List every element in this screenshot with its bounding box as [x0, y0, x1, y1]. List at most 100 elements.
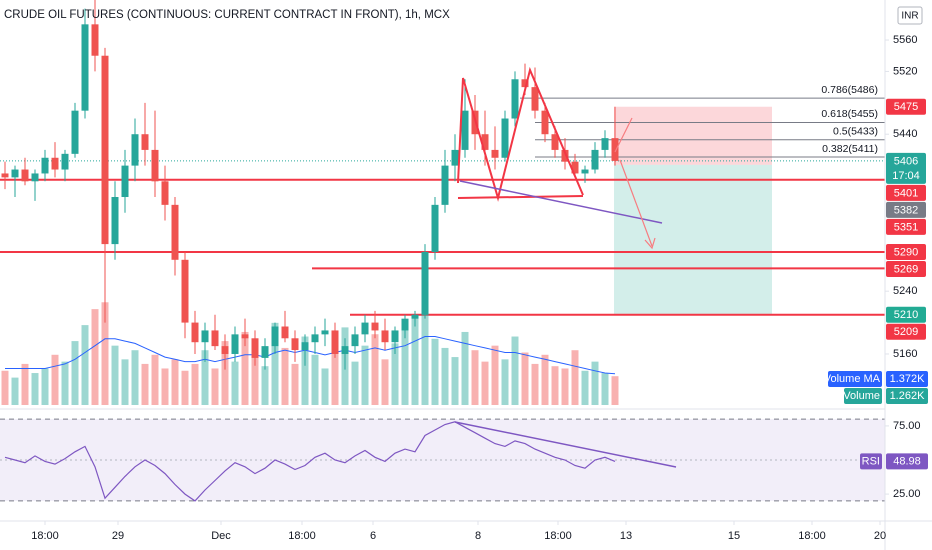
candle-body: [361, 322, 369, 335]
volume-bar: [71, 341, 79, 405]
candle-body: [141, 134, 149, 150]
x-tick-label: 20: [874, 530, 886, 542]
volume-ma-line: [5, 336, 616, 375]
rsi-legend-box: [860, 453, 882, 470]
price-tag-label: 5401: [894, 187, 918, 199]
price-tag: [886, 98, 926, 115]
x-tick-label: 18:00: [288, 530, 316, 542]
y-tick-label: 5160: [893, 348, 917, 360]
fib-label: 0.786(5486): [821, 84, 878, 96]
currency-box[interactable]: [897, 6, 923, 25]
candle-body: [591, 149, 599, 170]
fib-label: 0.618(5455): [821, 108, 878, 120]
volume-bar: [271, 322, 279, 405]
volume-ma-legend-box: [828, 371, 882, 387]
candle-body: [421, 251, 429, 315]
volume-bar: [121, 359, 129, 405]
arrow-line: [619, 159, 653, 247]
volume-bar: [491, 345, 499, 405]
chart-title: CRUDE OIL FUTURES (CONTINUOUS: CURRENT C…: [4, 9, 450, 21]
pattern-neckline: [457, 195, 584, 199]
candle-body: [31, 173, 39, 182]
currency: INR: [901, 11, 918, 22]
price-tag-label: 5290: [894, 246, 918, 258]
candle-body: [241, 334, 249, 339]
candle-body: [21, 169, 29, 182]
volume-bar: [151, 354, 159, 405]
candle-body: [581, 169, 589, 174]
candle-body: [401, 318, 409, 331]
volume-bar: [401, 329, 409, 405]
volume-bar: [571, 350, 579, 405]
volume-bar: [251, 357, 259, 405]
fib-label: 0.382(5411): [822, 143, 878, 155]
price-tag: [886, 218, 926, 235]
trend-line: [459, 180, 663, 224]
candle-body: [521, 79, 529, 88]
volume-bar: [451, 357, 459, 405]
volume-bar: [191, 363, 199, 405]
volume-bar: [371, 334, 379, 405]
price-tag: [886, 152, 926, 184]
candle-body: [371, 322, 379, 331]
volume-bar: [211, 368, 219, 405]
volume-ma-legend-name: Volume MA: [824, 373, 881, 385]
volume-bar: [61, 361, 69, 405]
candle-body: [211, 330, 219, 347]
volume-bar: [131, 350, 139, 405]
price-tag: [886, 306, 926, 323]
y-tick-label: 5560: [893, 34, 917, 46]
trend-line: [614, 117, 633, 153]
candle-body: [11, 169, 19, 178]
volume-bar: [291, 363, 299, 405]
countdown: 17:04: [892, 170, 920, 182]
volume-bar: [481, 361, 489, 405]
candle-body: [381, 330, 389, 343]
volume-bar: [391, 343, 399, 405]
candle-body: [561, 149, 569, 162]
candle-body: [151, 149, 159, 182]
target-zone: [614, 164, 772, 316]
volume-bar: [611, 376, 619, 405]
candle-body: [201, 330, 209, 343]
volume-bar: [501, 359, 509, 405]
rsi-line: [4, 421, 616, 502]
x-tick-label: 18:00: [544, 530, 572, 542]
candle-body: [91, 24, 99, 56]
volume-bar: [541, 354, 549, 405]
volume-bar: [81, 325, 89, 405]
volume-bar: [31, 373, 39, 405]
volume-legend-name: Volume: [843, 390, 880, 402]
volume-bar: [411, 318, 419, 405]
x-tick-label: 13: [620, 530, 632, 542]
volume-bar: [181, 370, 189, 405]
candle-body: [601, 138, 609, 150]
volume-bar: [421, 313, 429, 405]
rsi-legend-value: 48.98: [893, 455, 921, 467]
price-tag: [886, 323, 926, 340]
candle-body: [251, 338, 259, 358]
volume-bar: [101, 302, 109, 405]
candle-body: [231, 334, 239, 354]
candle-body: [341, 346, 349, 354]
rsi-tick-label: 75.00: [893, 420, 921, 432]
candle-body: [191, 322, 199, 343]
volume-bar: [591, 361, 599, 405]
price-tag: [886, 201, 926, 218]
candle-body: [611, 138, 619, 161]
volume-bar: [581, 370, 589, 405]
price-tag-label: 5209: [894, 326, 918, 338]
volume-bar: [331, 338, 339, 405]
candle-body: [411, 314, 419, 319]
candle-body: [491, 149, 499, 158]
candle-body: [81, 24, 89, 111]
candle-body: [131, 134, 139, 166]
price-tag: [886, 243, 926, 260]
price-tag-label: 5475: [894, 101, 918, 113]
candle-body: [291, 338, 299, 351]
volume-bar: [1, 370, 9, 405]
candle-body: [121, 165, 129, 198]
volume-bar: [51, 354, 59, 405]
price-tag-label: 5351: [894, 221, 918, 233]
